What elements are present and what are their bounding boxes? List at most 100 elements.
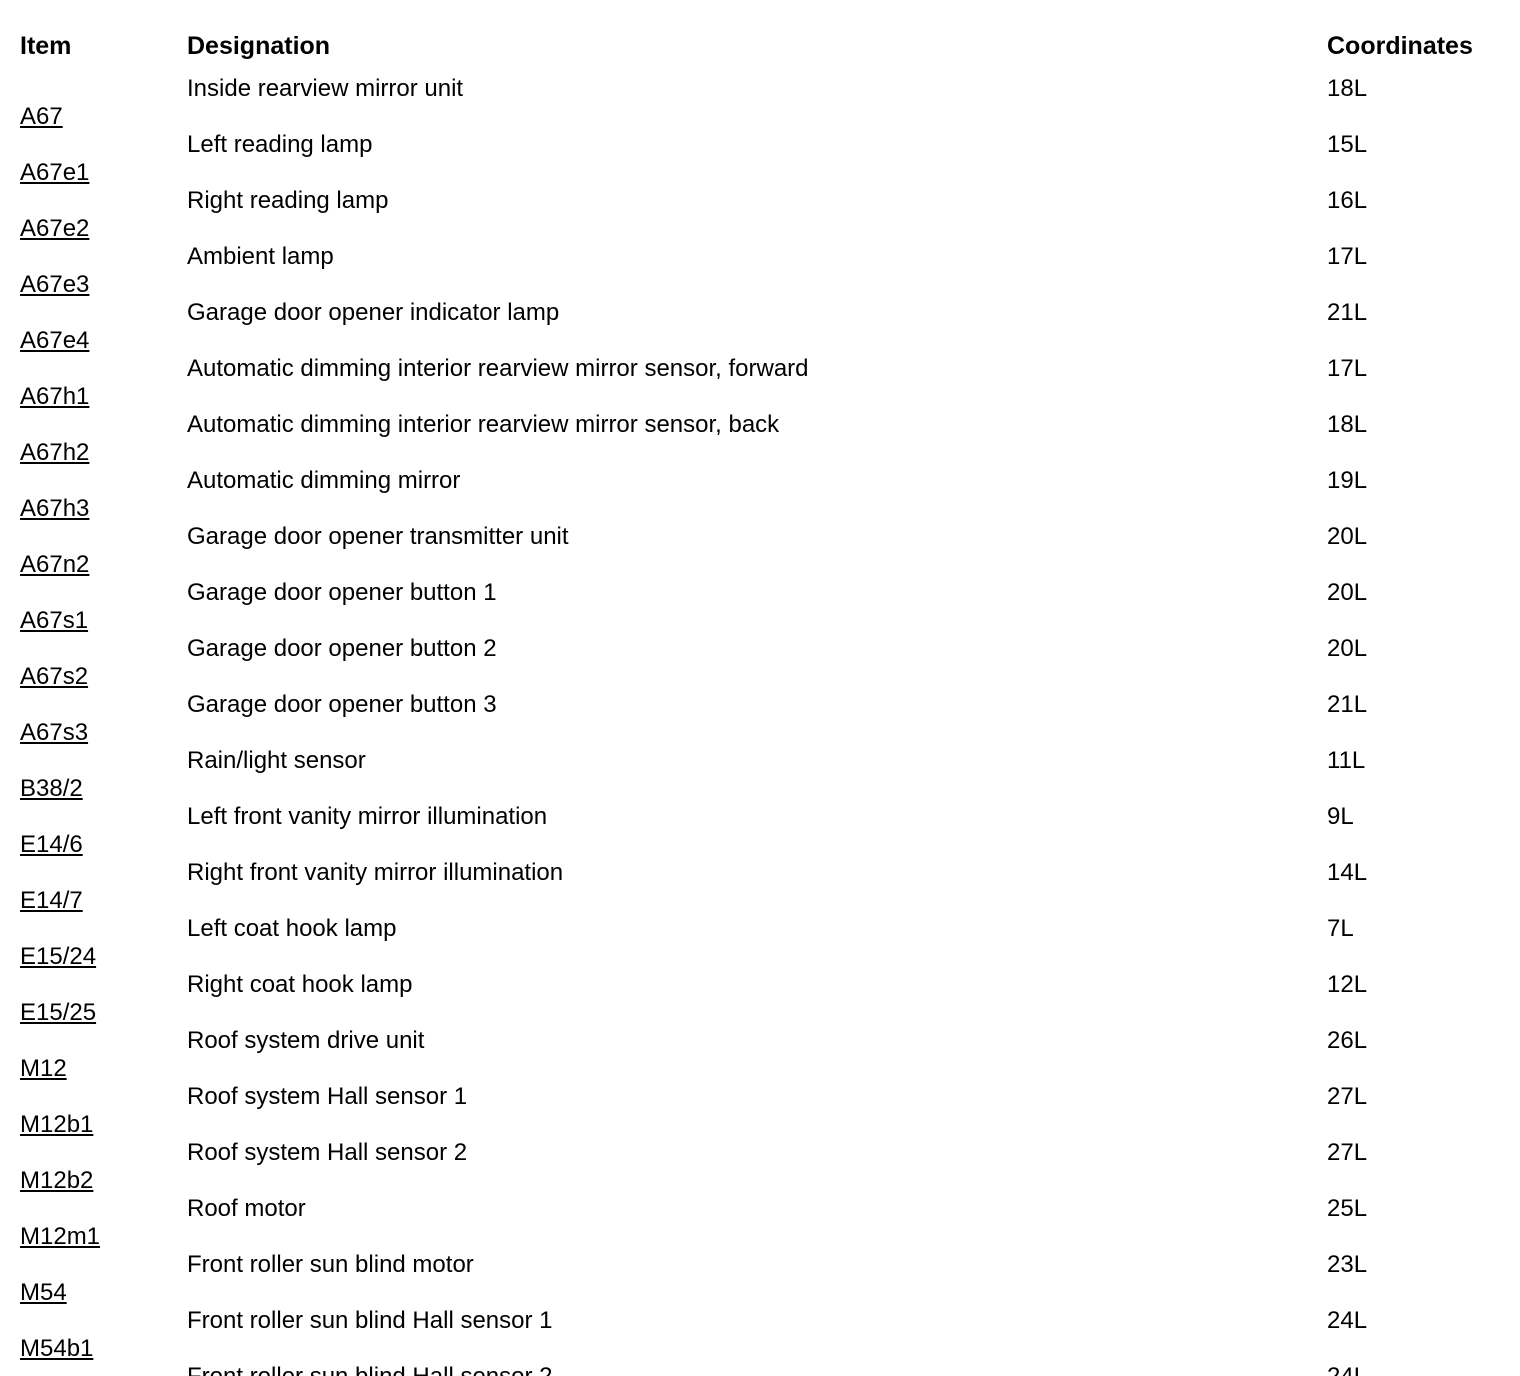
item-code-link[interactable]: A67s2	[20, 663, 89, 690]
coordinate-value: 11L	[1327, 747, 1366, 774]
item-cell: A67e2	[20, 187, 187, 243]
item-code-link[interactable]: M12b2	[20, 1167, 94, 1194]
item-cell: M12m1	[20, 1195, 187, 1251]
coordinates-cell: 25L	[1327, 1195, 1500, 1223]
item-code-link[interactable]: A67s3	[20, 719, 89, 746]
designation-cell: Right coat hook lamp	[187, 971, 413, 998]
item-cell: A67h1	[20, 355, 187, 411]
designation-cell: Front roller sun blind motor	[187, 1251, 474, 1278]
table-row: A67h2 Automatic dimming interior rearvie…	[20, 411, 1500, 467]
component-legend-table: Item Designation Coordinates A67 Inside …	[20, 32, 1500, 1376]
designation-cell: Front roller sun blind Hall sensor 1	[187, 1307, 553, 1334]
item-code-link[interactable]: A67e3	[20, 271, 90, 298]
item-code-link[interactable]: M12b1	[20, 1111, 94, 1138]
item-code-link[interactable]: A67e2	[20, 215, 90, 242]
item-code-link[interactable]: A67n2	[20, 551, 90, 578]
item-cell: M54b2	[20, 1363, 187, 1376]
designation-cell: Automatic dimming interior rearview mirr…	[187, 355, 809, 382]
item-code-link[interactable]: A67	[20, 103, 63, 130]
item-cell: A67e3	[20, 243, 187, 299]
table-row: A67e4 Garage door opener indicator lamp …	[20, 299, 1500, 355]
header-item: Item	[20, 32, 72, 60]
item-code-link[interactable]: E15/25	[20, 999, 97, 1026]
table-row: E15/24 Left coat hook lamp 7L	[20, 915, 1500, 971]
table-row: M12m1 Roof motor 25L	[20, 1195, 1500, 1251]
coordinates-cell: 17L	[1327, 355, 1500, 383]
designation-cell: Roof motor	[187, 1195, 306, 1222]
designation-cell: Roof system Hall sensor 2	[187, 1139, 468, 1166]
coordinates-cell: 18L	[1327, 75, 1500, 103]
designation-cell: Roof system drive unit	[187, 1027, 425, 1054]
table-row: M12 Roof system drive unit 26L	[20, 1027, 1500, 1083]
coordinates-cell: 14L	[1327, 859, 1500, 887]
item-code-link[interactable]: A67h1	[20, 383, 90, 410]
table-header-row: Item Designation Coordinates	[20, 32, 1500, 75]
designation-cell: Left front vanity mirror illumination	[187, 803, 548, 830]
item-code-link[interactable]: M54b1	[20, 1335, 94, 1362]
item-cell: E14/7	[20, 859, 187, 915]
item-code-link[interactable]: A67s1	[20, 607, 89, 634]
table-row: A67 Inside rearview mirror unit 18L	[20, 75, 1500, 131]
coordinate-value: 18L	[1327, 75, 1368, 102]
item-code-link[interactable]: A67h3	[20, 495, 90, 522]
item-code-link[interactable]: A67h2	[20, 439, 90, 466]
coordinate-value: 27L	[1327, 1083, 1368, 1110]
coordinates-cell: 23L	[1327, 1251, 1500, 1279]
designation-cell: Roof system Hall sensor 1	[187, 1083, 468, 1110]
table-row: A67n2 Garage door opener transmitter uni…	[20, 523, 1500, 579]
item-code-link[interactable]: A67e1	[20, 159, 90, 186]
table-row: E14/6 Left front vanity mirror illuminat…	[20, 803, 1500, 859]
table-row: A67e3 Ambient lamp 17L	[20, 243, 1500, 299]
item-code-link[interactable]: B38/2	[20, 775, 83, 802]
header-coordinates: Coordinates	[1327, 32, 1473, 60]
item-code-link[interactable]: M54	[20, 1279, 67, 1306]
coordinate-value: 26L	[1327, 1027, 1368, 1054]
designation-cell: Left coat hook lamp	[187, 915, 397, 942]
table-row: A67h1 Automatic dimming interior rearvie…	[20, 355, 1500, 411]
coordinate-value: 19L	[1327, 467, 1368, 494]
designation-cell: Left reading lamp	[187, 131, 373, 158]
item-cell: A67e1	[20, 131, 187, 187]
item-code-link[interactable]: E14/6	[20, 831, 83, 858]
coordinate-value: 20L	[1327, 579, 1368, 606]
coordinate-value: 27L	[1327, 1139, 1368, 1166]
table-row: M54 Front roller sun blind motor 23L	[20, 1251, 1500, 1307]
item-code-link[interactable]: E15/24	[20, 943, 97, 970]
item-cell: A67h2	[20, 411, 187, 467]
coordinate-value: 20L	[1327, 635, 1368, 662]
coordinates-cell: 12L	[1327, 971, 1500, 999]
coordinates-cell: 7L	[1327, 915, 1500, 943]
coordinate-value: 9L	[1327, 803, 1354, 830]
item-cell: A67	[20, 75, 187, 131]
item-cell: A67s1	[20, 579, 187, 635]
table-row: A67s2 Garage door opener button 2 20L	[20, 635, 1500, 691]
coordinate-value: 16L	[1327, 187, 1368, 214]
item-cell: M12	[20, 1027, 187, 1083]
designation-cell: Ambient lamp	[187, 243, 334, 270]
table-row: A67h3 Automatic dimming mirror 19L	[20, 467, 1500, 523]
designation-cell: Inside rearview mirror unit	[187, 75, 464, 102]
table-row: E15/25 Right coat hook lamp 12L	[20, 971, 1500, 1027]
coordinate-value: 15L	[1327, 131, 1368, 158]
designation-cell: Rain/light sensor	[187, 747, 366, 774]
item-code-link[interactable]: M12	[20, 1055, 67, 1082]
designation-cell: Right front vanity mirror illumination	[187, 859, 564, 886]
coordinate-value: 23L	[1327, 1251, 1368, 1278]
item-code-link[interactable]: M12m1	[20, 1223, 101, 1250]
coordinate-value: 17L	[1327, 243, 1368, 270]
item-cell: M12b1	[20, 1083, 187, 1139]
designation-cell: Garage door opener indicator lamp	[187, 299, 560, 326]
coordinate-value: 7L	[1327, 915, 1354, 942]
table-row: A67s3 Garage door opener button 3 21L	[20, 691, 1500, 747]
table-row: M54b2 Front roller sun blind Hall sensor…	[20, 1363, 1500, 1376]
coordinates-cell: 9L	[1327, 803, 1500, 831]
coordinates-cell: 21L	[1327, 691, 1500, 719]
coordinates-cell: 18L	[1327, 411, 1500, 439]
table-row: A67s1 Garage door opener button 1 20L	[20, 579, 1500, 635]
item-cell: A67h3	[20, 467, 187, 523]
coordinate-value: 18L	[1327, 411, 1368, 438]
coordinates-cell: 20L	[1327, 579, 1500, 607]
item-code-link[interactable]: A67e4	[20, 327, 90, 354]
item-code-link[interactable]: E14/7	[20, 887, 83, 914]
coordinate-value: 24L	[1327, 1363, 1500, 1376]
